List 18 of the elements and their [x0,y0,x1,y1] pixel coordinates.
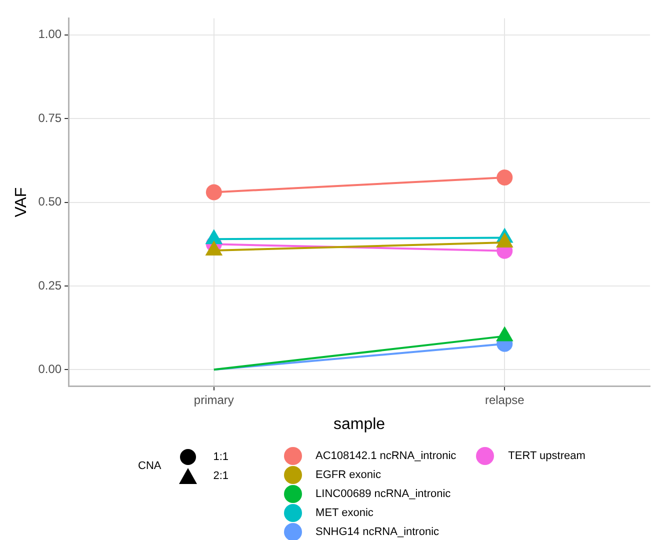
y-tick-label: 0.00 [38,362,62,376]
legend-label: AC108142.1 ncRNA_intronic [316,450,456,462]
text: 1:1 [213,450,229,462]
legend-label: SNHG14 ncRNA_intronic [316,526,440,538]
y-tick-label: 0.25 [38,278,62,292]
y-tick-label: 0.50 [38,194,62,209]
x-axis-title: sample [333,416,386,433]
legend-label: TERT upstream [508,450,586,462]
legend-label: LINC00689 ncRNA_intronic [316,488,451,500]
legend-title: CNA [138,460,162,472]
legend-label: EGFR exonic [316,468,381,480]
y-tick-label: 1.00 [38,27,62,42]
y-tick-label: 0.75 [38,110,62,125]
legend-label: MET exonic [316,506,374,518]
text: 2:1 [213,470,229,482]
x-tick-label: relapse [484,392,525,407]
y-axis-title: VAF [13,187,30,218]
x-tick-label: primary [194,392,234,407]
